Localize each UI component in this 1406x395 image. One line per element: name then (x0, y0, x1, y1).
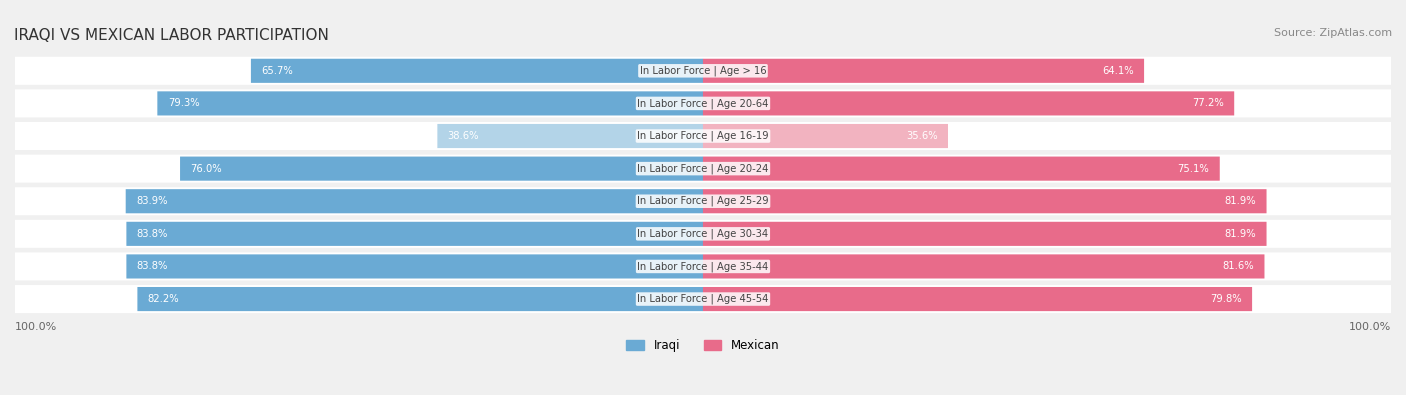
FancyBboxPatch shape (15, 89, 1391, 117)
FancyBboxPatch shape (703, 287, 1253, 311)
FancyBboxPatch shape (703, 254, 1264, 278)
FancyBboxPatch shape (15, 122, 1391, 150)
Legend: Iraqi, Mexican: Iraqi, Mexican (621, 334, 785, 356)
FancyBboxPatch shape (250, 59, 703, 83)
FancyBboxPatch shape (703, 156, 1220, 181)
FancyBboxPatch shape (157, 91, 703, 115)
Text: In Labor Force | Age 25-29: In Labor Force | Age 25-29 (637, 196, 769, 207)
Text: 76.0%: 76.0% (190, 164, 222, 174)
FancyBboxPatch shape (703, 189, 1267, 213)
Text: 83.9%: 83.9% (136, 196, 167, 206)
Text: 64.1%: 64.1% (1102, 66, 1133, 76)
Text: IRAQI VS MEXICAN LABOR PARTICIPATION: IRAQI VS MEXICAN LABOR PARTICIPATION (14, 28, 329, 43)
Text: 81.9%: 81.9% (1225, 196, 1256, 206)
FancyBboxPatch shape (703, 222, 1267, 246)
Text: In Labor Force | Age 20-24: In Labor Force | Age 20-24 (637, 164, 769, 174)
Text: 81.6%: 81.6% (1222, 261, 1254, 271)
Text: 38.6%: 38.6% (447, 131, 479, 141)
Text: 35.6%: 35.6% (905, 131, 938, 141)
FancyBboxPatch shape (437, 124, 703, 148)
FancyBboxPatch shape (138, 287, 703, 311)
Text: In Labor Force | Age 20-64: In Labor Force | Age 20-64 (637, 98, 769, 109)
FancyBboxPatch shape (703, 124, 948, 148)
Text: 82.2%: 82.2% (148, 294, 180, 304)
FancyBboxPatch shape (703, 91, 1234, 115)
Text: 83.8%: 83.8% (136, 261, 169, 271)
FancyBboxPatch shape (15, 285, 1391, 313)
Text: In Labor Force | Age 30-34: In Labor Force | Age 30-34 (637, 229, 769, 239)
Text: 79.3%: 79.3% (167, 98, 200, 108)
FancyBboxPatch shape (15, 187, 1391, 215)
FancyBboxPatch shape (127, 222, 703, 246)
FancyBboxPatch shape (15, 57, 1391, 85)
Text: 77.2%: 77.2% (1192, 98, 1223, 108)
FancyBboxPatch shape (703, 59, 1144, 83)
Text: 79.8%: 79.8% (1211, 294, 1241, 304)
Text: 75.1%: 75.1% (1178, 164, 1209, 174)
Text: In Labor Force | Age 35-44: In Labor Force | Age 35-44 (637, 261, 769, 272)
Text: 81.9%: 81.9% (1225, 229, 1256, 239)
Text: 100.0%: 100.0% (1348, 322, 1391, 332)
Text: 100.0%: 100.0% (15, 322, 58, 332)
Text: In Labor Force | Age 45-54: In Labor Force | Age 45-54 (637, 294, 769, 304)
FancyBboxPatch shape (180, 156, 703, 181)
Text: 83.8%: 83.8% (136, 229, 169, 239)
FancyBboxPatch shape (125, 189, 703, 213)
FancyBboxPatch shape (15, 220, 1391, 248)
FancyBboxPatch shape (15, 154, 1391, 182)
Text: In Labor Force | Age 16-19: In Labor Force | Age 16-19 (637, 131, 769, 141)
Text: In Labor Force | Age > 16: In Labor Force | Age > 16 (640, 66, 766, 76)
FancyBboxPatch shape (15, 252, 1391, 280)
Text: Source: ZipAtlas.com: Source: ZipAtlas.com (1274, 28, 1392, 38)
Text: 65.7%: 65.7% (262, 66, 292, 76)
FancyBboxPatch shape (127, 254, 703, 278)
